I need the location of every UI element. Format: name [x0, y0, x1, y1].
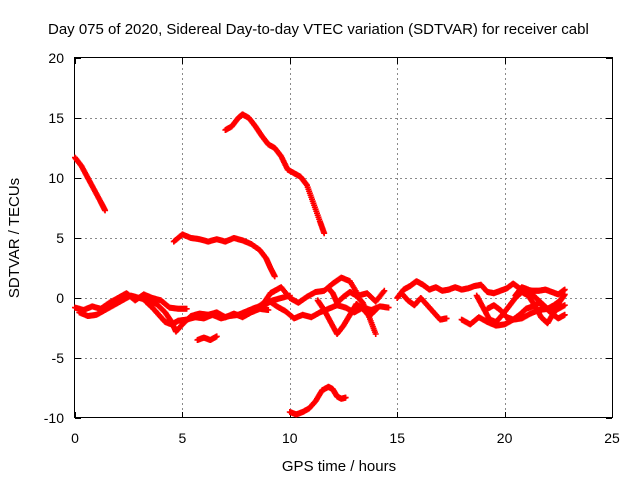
series-arc-01 [72, 154, 109, 214]
series-arc-03 [170, 231, 278, 280]
data-marks [72, 111, 568, 418]
y-tick-label: 10 [48, 170, 64, 186]
axis-ticks: 0 5 10 15 20 25 -10 -5 0 5 10 15 20 [44, 50, 620, 446]
y-tick-label: 5 [56, 230, 64, 246]
grid [75, 58, 612, 418]
data-point [213, 333, 220, 340]
series-arc-18 [512, 284, 568, 312]
y-tick-label: 20 [48, 50, 64, 66]
series-arc-14 [398, 290, 450, 323]
data-point [321, 230, 328, 237]
data-point [372, 331, 379, 337]
x-tick-label: 10 [282, 430, 298, 446]
data-point [561, 302, 568, 309]
y-tick-label: -10 [44, 410, 64, 426]
data-point [265, 307, 272, 313]
y-tick-label: -5 [52, 350, 65, 366]
x-tick-label: 5 [179, 430, 187, 446]
chart-title: Day 075 of 2020, Sidereal Day-to-day VTE… [48, 21, 589, 38]
data-point [372, 307, 379, 313]
series-arc-05 [286, 383, 349, 418]
data-point [342, 394, 349, 401]
data-point [183, 305, 190, 312]
data-point [102, 207, 109, 214]
x-axis-title: GPS time / hours [282, 458, 396, 475]
data-point [443, 315, 450, 322]
series-arc-02 [222, 111, 328, 237]
x-tick-label: 15 [389, 430, 405, 446]
data-point [561, 311, 568, 318]
y-axis-title: SDTVAR / TECUs [6, 178, 23, 298]
plot-frame [74, 57, 613, 418]
y-tick-label: 0 [56, 290, 64, 306]
x-tick-label: 20 [497, 430, 513, 446]
data-point [385, 304, 392, 311]
data-point [381, 287, 388, 294]
series-arc-04 [194, 333, 220, 343]
y-tick-label: 15 [48, 110, 64, 126]
x-tick-label: 0 [71, 430, 79, 446]
x-tick-label: 25 [604, 430, 620, 446]
data-point [271, 273, 278, 280]
data-point [561, 291, 568, 298]
series-arc-12 [325, 285, 379, 337]
